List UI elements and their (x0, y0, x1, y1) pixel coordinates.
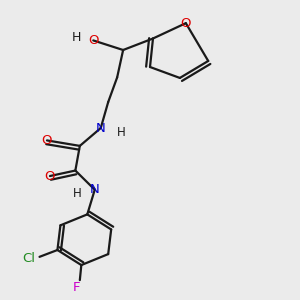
Text: N: N (90, 183, 100, 196)
Text: H: H (73, 187, 81, 200)
Text: O: O (45, 169, 55, 182)
Text: O: O (181, 17, 191, 30)
Text: O: O (88, 34, 99, 47)
Text: Cl: Cl (22, 252, 36, 265)
Text: H: H (117, 126, 126, 139)
Text: O: O (42, 134, 52, 147)
Text: N: N (96, 122, 106, 135)
Text: H: H (71, 31, 81, 44)
Text: F: F (73, 281, 81, 294)
